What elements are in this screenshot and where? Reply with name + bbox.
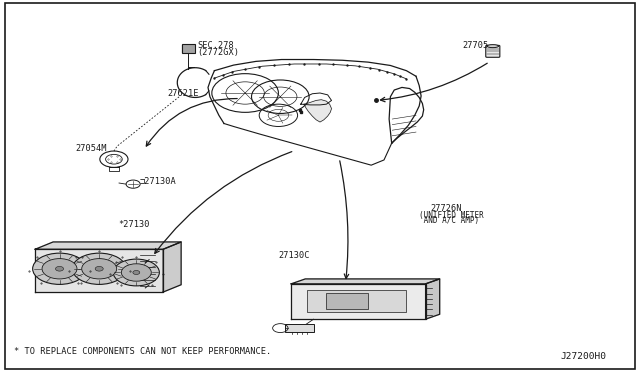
Circle shape	[122, 264, 151, 281]
Polygon shape	[35, 249, 163, 292]
Polygon shape	[35, 242, 181, 249]
FancyBboxPatch shape	[307, 290, 406, 312]
Polygon shape	[291, 284, 426, 319]
Circle shape	[56, 266, 63, 271]
Polygon shape	[163, 242, 181, 292]
Polygon shape	[426, 279, 440, 319]
Polygon shape	[304, 100, 332, 122]
Circle shape	[113, 259, 159, 286]
Text: J27200H0: J27200H0	[560, 352, 606, 361]
Text: AND A/C AMP): AND A/C AMP)	[419, 217, 479, 225]
Text: SEC.278: SEC.278	[197, 41, 234, 50]
Polygon shape	[291, 279, 440, 284]
Circle shape	[95, 266, 103, 271]
FancyBboxPatch shape	[486, 45, 500, 57]
Text: 27726N: 27726N	[430, 204, 461, 213]
Text: 27130C: 27130C	[278, 251, 310, 260]
Text: 27705: 27705	[462, 41, 488, 50]
Circle shape	[33, 253, 86, 284]
Ellipse shape	[487, 45, 499, 48]
FancyBboxPatch shape	[326, 293, 368, 309]
Text: ⊐27130A: ⊐27130A	[140, 177, 176, 186]
Text: 27054M: 27054M	[76, 144, 107, 153]
Circle shape	[133, 270, 140, 275]
Text: 27621E: 27621E	[168, 89, 199, 98]
Text: *27130: *27130	[118, 220, 150, 229]
Circle shape	[72, 253, 126, 284]
Circle shape	[42, 259, 77, 279]
Text: (UNIFIED METER: (UNIFIED METER	[419, 211, 484, 219]
Text: * TO REPLACE COMPONENTS CAN NOT KEEP PERFORMANCE.: * TO REPLACE COMPONENTS CAN NOT KEEP PER…	[14, 347, 271, 356]
FancyBboxPatch shape	[285, 324, 314, 332]
Circle shape	[82, 259, 116, 279]
Text: (2772GX): (2772GX)	[197, 48, 239, 57]
FancyBboxPatch shape	[182, 44, 195, 53]
